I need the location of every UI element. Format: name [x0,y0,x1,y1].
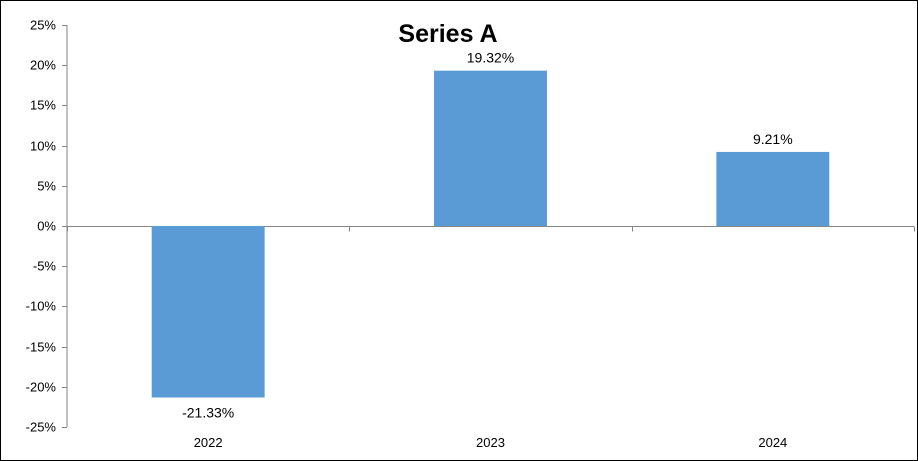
x-tick-label: 2023 [476,435,505,450]
data-label: 9.21% [753,131,793,147]
bar [716,151,830,226]
y-tick-label: -20% [26,380,57,395]
y-tick-label: -10% [26,299,57,314]
y-axis: 25% 20% 15% 10% 5% 0% -5% -10% -15% -20% -25% [26,18,68,435]
chart-title: Series A [398,20,497,48]
y-tick-label: 5% [37,179,56,194]
y-tick-label: -5% [33,259,57,274]
x-tick-label: 2024 [758,435,787,450]
data-label: 19.32% [467,50,514,66]
x-tick-label: 2022 [194,435,223,450]
y-tick-label: 20% [30,58,56,73]
bar [434,70,547,226]
bar-series [151,70,830,398]
y-tick-label: 25% [30,18,56,33]
y-tick-label: -25% [26,420,57,435]
y-tick-label: 0% [37,219,56,234]
y-tick-label: 15% [30,98,56,113]
bar [151,226,265,398]
data-label: -21.33% [182,404,234,420]
y-tick-label: -15% [26,340,57,355]
y-tick-label: 10% [30,139,56,154]
data-labels: -21.33% 19.32% 9.21% [182,50,793,421]
